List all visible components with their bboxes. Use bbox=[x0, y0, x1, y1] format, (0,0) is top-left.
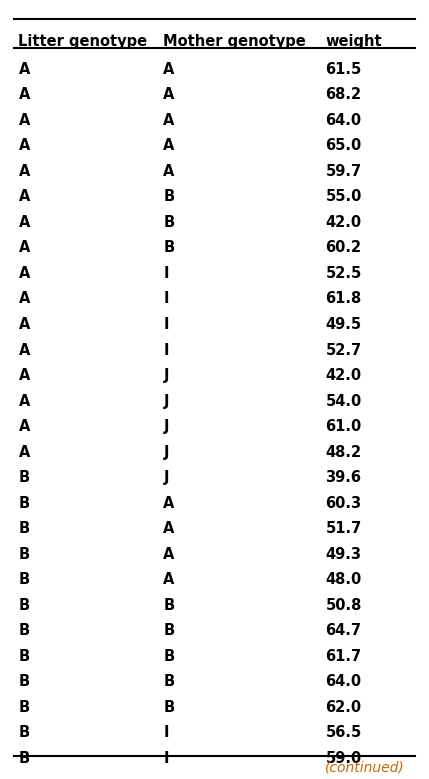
Text: 42.0: 42.0 bbox=[325, 215, 362, 230]
Text: B: B bbox=[18, 573, 30, 587]
Text: 49.3: 49.3 bbox=[325, 547, 361, 562]
Text: B: B bbox=[18, 623, 30, 638]
Text: weight: weight bbox=[325, 33, 382, 49]
Text: A: A bbox=[18, 317, 30, 332]
Text: B: B bbox=[163, 241, 175, 256]
Text: 42.0: 42.0 bbox=[325, 368, 362, 383]
Text: Litter genotype: Litter genotype bbox=[18, 33, 148, 49]
Text: 60.2: 60.2 bbox=[325, 241, 362, 256]
Text: Mother genotype: Mother genotype bbox=[163, 33, 306, 49]
Text: A: A bbox=[18, 87, 30, 102]
Text: B: B bbox=[18, 675, 30, 689]
Text: B: B bbox=[18, 471, 30, 485]
Text: A: A bbox=[18, 419, 30, 434]
Text: J: J bbox=[163, 393, 169, 409]
Text: A: A bbox=[18, 266, 30, 281]
Text: I: I bbox=[163, 751, 169, 766]
Text: A: A bbox=[163, 573, 175, 587]
Text: B: B bbox=[18, 597, 30, 613]
Text: 50.8: 50.8 bbox=[325, 597, 362, 613]
Text: 64.7: 64.7 bbox=[325, 623, 361, 638]
Text: A: A bbox=[163, 87, 175, 102]
Text: A: A bbox=[163, 139, 175, 153]
Text: J: J bbox=[163, 445, 169, 460]
Text: 62.0: 62.0 bbox=[325, 700, 362, 715]
Text: I: I bbox=[163, 266, 169, 281]
Text: B: B bbox=[163, 623, 175, 638]
Text: A: A bbox=[163, 495, 175, 511]
Text: 68.2: 68.2 bbox=[325, 87, 362, 102]
Text: 65.0: 65.0 bbox=[325, 139, 362, 153]
Text: B: B bbox=[18, 725, 30, 741]
Text: J: J bbox=[163, 419, 169, 434]
Text: A: A bbox=[163, 164, 175, 179]
Text: A: A bbox=[163, 547, 175, 562]
Text: A: A bbox=[18, 241, 30, 256]
Text: 61.0: 61.0 bbox=[325, 419, 362, 434]
Text: 61.8: 61.8 bbox=[325, 291, 362, 306]
Text: 49.5: 49.5 bbox=[325, 317, 362, 332]
Text: J: J bbox=[163, 471, 169, 485]
Text: A: A bbox=[163, 62, 175, 76]
Text: A: A bbox=[163, 113, 175, 128]
Text: B: B bbox=[18, 495, 30, 511]
Text: A: A bbox=[18, 368, 30, 383]
Text: B: B bbox=[163, 215, 175, 230]
Text: 51.7: 51.7 bbox=[325, 521, 362, 536]
Text: A: A bbox=[18, 215, 30, 230]
Text: 55.0: 55.0 bbox=[325, 189, 362, 204]
Text: 59.7: 59.7 bbox=[325, 164, 362, 179]
Text: I: I bbox=[163, 725, 169, 741]
Text: A: A bbox=[18, 62, 30, 76]
Text: B: B bbox=[163, 649, 175, 664]
Text: B: B bbox=[18, 547, 30, 562]
Text: 52.5: 52.5 bbox=[325, 266, 362, 281]
Text: A: A bbox=[18, 291, 30, 306]
Text: A: A bbox=[163, 521, 175, 536]
Text: B: B bbox=[163, 189, 175, 204]
Text: A: A bbox=[18, 445, 30, 460]
Text: I: I bbox=[163, 317, 169, 332]
Text: B: B bbox=[18, 751, 30, 766]
Text: (continued): (continued) bbox=[325, 760, 405, 774]
Text: B: B bbox=[18, 649, 30, 664]
Text: B: B bbox=[163, 597, 175, 613]
Text: 48.0: 48.0 bbox=[325, 573, 362, 587]
Text: B: B bbox=[163, 675, 175, 689]
Text: A: A bbox=[18, 343, 30, 358]
Text: 64.0: 64.0 bbox=[325, 675, 362, 689]
Text: 61.5: 61.5 bbox=[325, 62, 362, 76]
Text: A: A bbox=[18, 139, 30, 153]
Text: 60.3: 60.3 bbox=[325, 495, 362, 511]
Text: A: A bbox=[18, 164, 30, 179]
Text: 61.7: 61.7 bbox=[325, 649, 362, 664]
Text: B: B bbox=[163, 700, 175, 715]
Text: I: I bbox=[163, 343, 169, 358]
Text: A: A bbox=[18, 393, 30, 409]
Text: 56.5: 56.5 bbox=[325, 725, 362, 741]
Text: 54.0: 54.0 bbox=[325, 393, 362, 409]
Text: B: B bbox=[18, 700, 30, 715]
Text: 48.2: 48.2 bbox=[325, 445, 362, 460]
Text: B: B bbox=[18, 521, 30, 536]
Text: A: A bbox=[18, 189, 30, 204]
Text: 64.0: 64.0 bbox=[325, 113, 362, 128]
Text: A: A bbox=[18, 113, 30, 128]
Text: 59.0: 59.0 bbox=[325, 751, 362, 766]
Text: 39.6: 39.6 bbox=[325, 471, 361, 485]
Text: J: J bbox=[163, 368, 169, 383]
Text: 52.7: 52.7 bbox=[325, 343, 362, 358]
Text: I: I bbox=[163, 291, 169, 306]
